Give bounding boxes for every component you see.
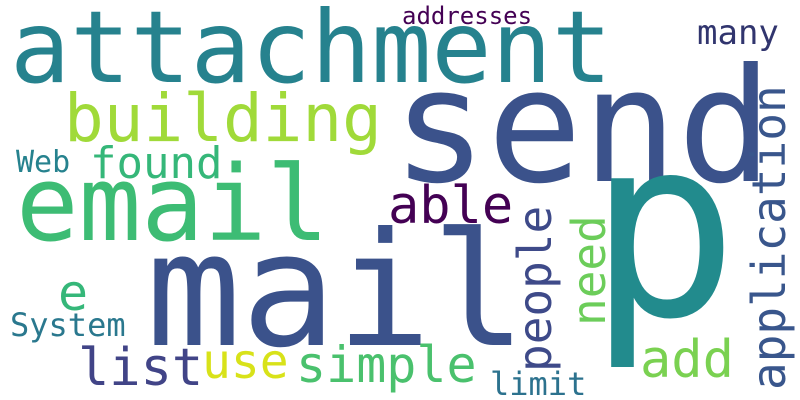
word-building: building	[64, 80, 382, 157]
word-limit: limit	[490, 365, 587, 400]
word-attachment: attachment	[10, 0, 613, 106]
word-found: found	[90, 138, 223, 189]
word-e: e	[58, 264, 89, 322]
word-list: list	[78, 338, 204, 398]
word-application: application	[742, 85, 796, 390]
word-able: able	[388, 176, 514, 236]
word-need: need	[562, 215, 616, 326]
word-people: people	[508, 205, 562, 372]
word-simple: simple	[296, 336, 477, 394]
word-addresses: addresses	[402, 2, 533, 30]
word-web: Web	[16, 145, 71, 180]
word-add: add	[640, 330, 734, 390]
word-use: use	[202, 334, 289, 390]
word-mail: mail	[146, 199, 527, 383]
word-send: send	[392, 35, 773, 219]
word-system: System	[10, 306, 126, 344]
word-p: p	[588, 83, 739, 374]
word-email: email	[16, 143, 330, 265]
word-many: many	[697, 13, 779, 53]
